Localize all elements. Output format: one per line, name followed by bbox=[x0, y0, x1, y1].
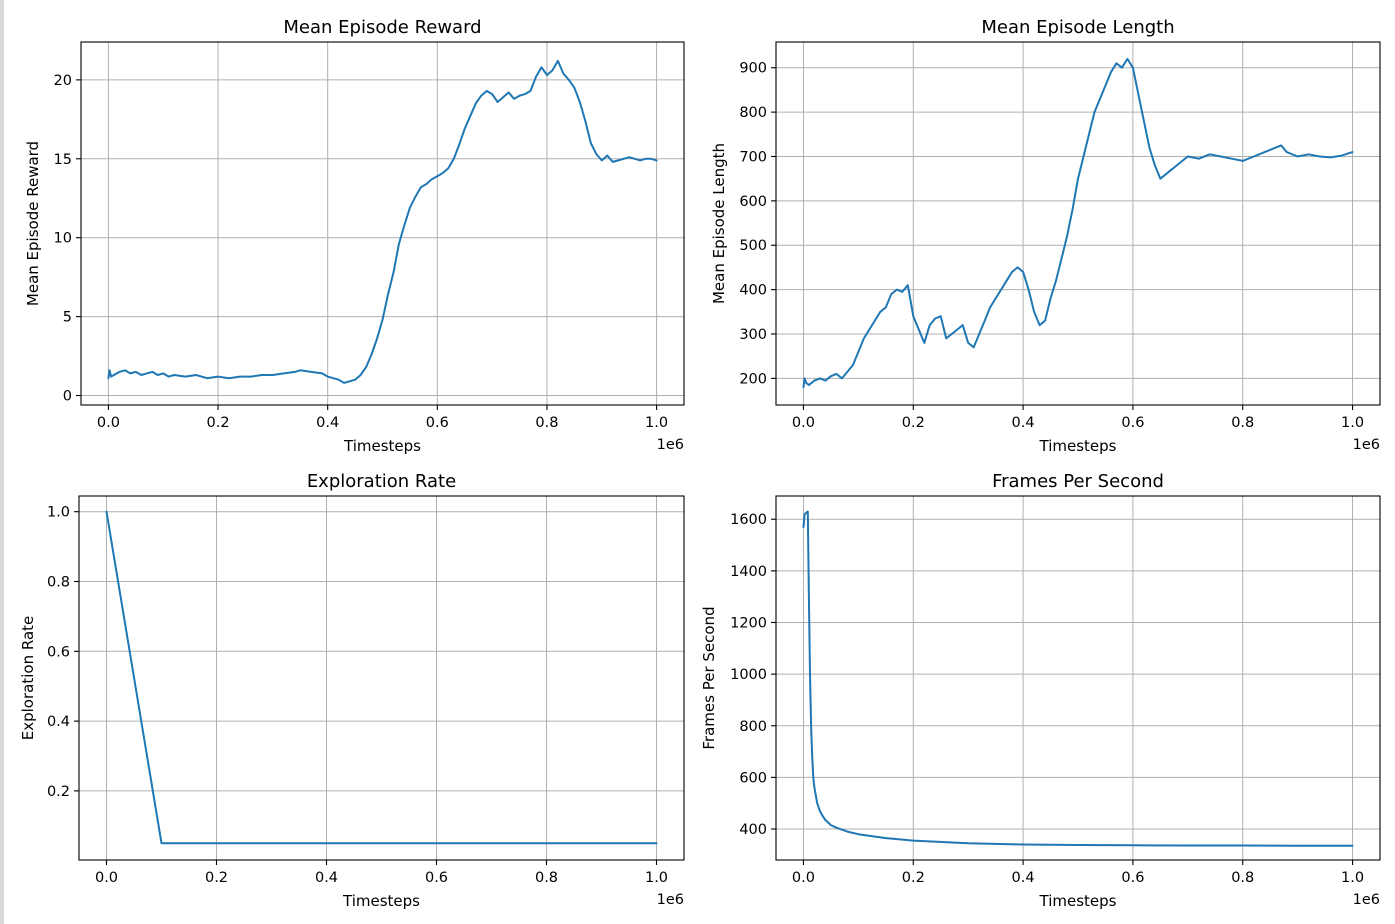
mean-episode-reward-x-tick-label: 0.8 bbox=[535, 415, 558, 431]
frames-per-second-y-tick-label: 1400 bbox=[730, 564, 767, 580]
mean-episode-length-x-tick-label: 1.0 bbox=[1341, 415, 1364, 431]
frames-per-second-series-line bbox=[802, 510, 1354, 847]
frames-per-second-chart: 0.0 0.2 0.4 0.6 0.8 1.0 400 600 800 1000 1200 1400 1… bbox=[700, 471, 1381, 910]
mean-episode-reward-axes-frame bbox=[80, 41, 685, 406]
frames-per-second-x-tick-label: 0.2 bbox=[902, 870, 925, 886]
mean-episode-reward-series-line bbox=[107, 59, 658, 384]
mean-episode-length-x-axis-label: Timesteps bbox=[1039, 437, 1117, 455]
mean-episode-reward-y-tick-label: 10 bbox=[54, 231, 72, 247]
mean-episode-length-x-tick-label: 0.2 bbox=[902, 415, 925, 431]
exploration-rate-x-axis-label: Timesteps bbox=[342, 892, 420, 910]
mean-episode-reward-y-tick-label: 20 bbox=[54, 73, 72, 89]
exploration-rate-y-tick-label: 0.8 bbox=[47, 575, 70, 591]
frames-per-second-y-tick-label: 800 bbox=[739, 719, 767, 735]
exploration-rate-x-tick-label: 0.8 bbox=[535, 870, 558, 886]
exploration-rate-title: Exploration Rate bbox=[307, 471, 456, 492]
mean-episode-reward-x-offset-label: 1e6 bbox=[657, 437, 684, 453]
exploration-rate-y-tick-label: 0.2 bbox=[47, 784, 70, 800]
mean-episode-reward-x-tick-label: 0.6 bbox=[426, 415, 449, 431]
mean-episode-length-y-axis-label: Mean Episode Length bbox=[710, 143, 728, 304]
mean-episode-length-y-tick-label: 400 bbox=[739, 283, 767, 299]
frames-per-second-x-tick-label: 0.8 bbox=[1231, 870, 1254, 886]
frames-per-second-y-tick-label: 400 bbox=[739, 822, 767, 838]
exploration-rate-y-tick-label: 1.0 bbox=[47, 505, 70, 521]
mean-episode-length-x-tick-label: 0.8 bbox=[1231, 415, 1254, 431]
frames-per-second-y-tick-label: 1200 bbox=[730, 615, 767, 631]
mean-episode-reward-chart: 0.0 0.2 0.4 0.6 0.8 1.0 0 5 10 15 20 1e6 Mean Episod… bbox=[24, 17, 685, 455]
frames-per-second-x-offset-label: 1e6 bbox=[1353, 892, 1380, 908]
frames-per-second-x-tick-label: 0.0 bbox=[792, 870, 815, 886]
mean-episode-length-x-tick-label: 0.0 bbox=[792, 415, 815, 431]
mean-episode-length-title: Mean Episode Length bbox=[981, 17, 1174, 38]
mean-episode-reward-x-axis-label: Timesteps bbox=[343, 437, 421, 455]
frames-per-second-y-axis-label: Frames Per Second bbox=[700, 606, 718, 749]
mean-episode-length-series-line bbox=[802, 57, 1354, 389]
exploration-rate-x-tick-label: 0.2 bbox=[205, 870, 228, 886]
mean-episode-reward-y-axis-label: Mean Episode Reward bbox=[24, 141, 42, 306]
frames-per-second-x-tick-label: 1.0 bbox=[1341, 870, 1364, 886]
mean-episode-length-x-tick-label: 0.4 bbox=[1012, 415, 1035, 431]
frames-per-second-y-tick-label: 1000 bbox=[730, 667, 767, 683]
mean-episode-length-y-tick-label: 700 bbox=[739, 149, 767, 165]
mean-episode-length-y-tick-label: 500 bbox=[739, 238, 767, 254]
mean-episode-length-x-tick-label: 0.6 bbox=[1121, 415, 1144, 431]
frames-per-second-x-axis-label: Timesteps bbox=[1039, 892, 1117, 910]
mean-episode-reward-x-tick-label: 0.2 bbox=[207, 415, 230, 431]
mean-episode-reward-x-tick-label: 1.0 bbox=[645, 415, 668, 431]
frames-per-second-x-tick-label: 0.4 bbox=[1012, 870, 1035, 886]
exploration-rate-x-tick-label: 1.0 bbox=[645, 870, 668, 886]
mean-episode-length-y-tick-label: 200 bbox=[739, 371, 767, 387]
mean-episode-length-y-tick-label: 900 bbox=[739, 61, 767, 77]
mean-episode-length-chart: 0.0 0.2 0.4 0.6 0.8 1.0 200 300 400 500 600 700 800 9… bbox=[710, 17, 1381, 455]
mean-episode-reward-y-tick-label: 15 bbox=[54, 152, 72, 168]
frames-per-second-x-tick-label: 0.6 bbox=[1121, 870, 1144, 886]
exploration-rate-y-axis-label: Exploration Rate bbox=[19, 616, 37, 740]
frames-per-second-y-tick-label: 600 bbox=[739, 770, 767, 786]
frames-per-second-title: Frames Per Second bbox=[992, 471, 1164, 492]
exploration-rate-axes-frame bbox=[78, 495, 685, 861]
exploration-rate-chart: 0.0 0.2 0.4 0.6 0.8 1.0 0.2 0.4 0.6 0.8 1.0 1e6 Expl… bbox=[19, 471, 685, 910]
exploration-rate-x-offset-label: 1e6 bbox=[657, 892, 684, 908]
mean-episode-length-axes-frame bbox=[775, 41, 1381, 406]
exploration-rate-x-tick-label: 0.0 bbox=[95, 870, 118, 886]
exploration-rate-series-line bbox=[105, 510, 658, 845]
mean-episode-reward-y-tick-label: 5 bbox=[63, 310, 72, 326]
mean-episode-reward-x-tick-label: 0.0 bbox=[97, 415, 120, 431]
mean-episode-length-y-tick-label: 300 bbox=[739, 327, 767, 343]
mean-episode-length-y-tick-label: 800 bbox=[739, 105, 767, 121]
mean-episode-reward-y-tick-label: 0 bbox=[63, 389, 72, 405]
exploration-rate-x-tick-label: 0.4 bbox=[315, 870, 338, 886]
window-edge bbox=[0, 0, 4, 924]
mean-episode-reward-title: Mean Episode Reward bbox=[283, 17, 481, 38]
mean-episode-length-x-offset-label: 1e6 bbox=[1353, 437, 1380, 453]
mean-episode-length-y-tick-label: 600 bbox=[739, 194, 767, 210]
frames-per-second-y-tick-label: 1600 bbox=[730, 512, 767, 528]
exploration-rate-x-tick-label: 0.6 bbox=[425, 870, 448, 886]
frames-per-second-axes-frame bbox=[775, 495, 1381, 861]
exploration-rate-y-tick-label: 0.4 bbox=[47, 714, 70, 730]
mean-episode-reward-x-tick-label: 0.4 bbox=[316, 415, 339, 431]
exploration-rate-y-tick-label: 0.6 bbox=[47, 644, 70, 660]
